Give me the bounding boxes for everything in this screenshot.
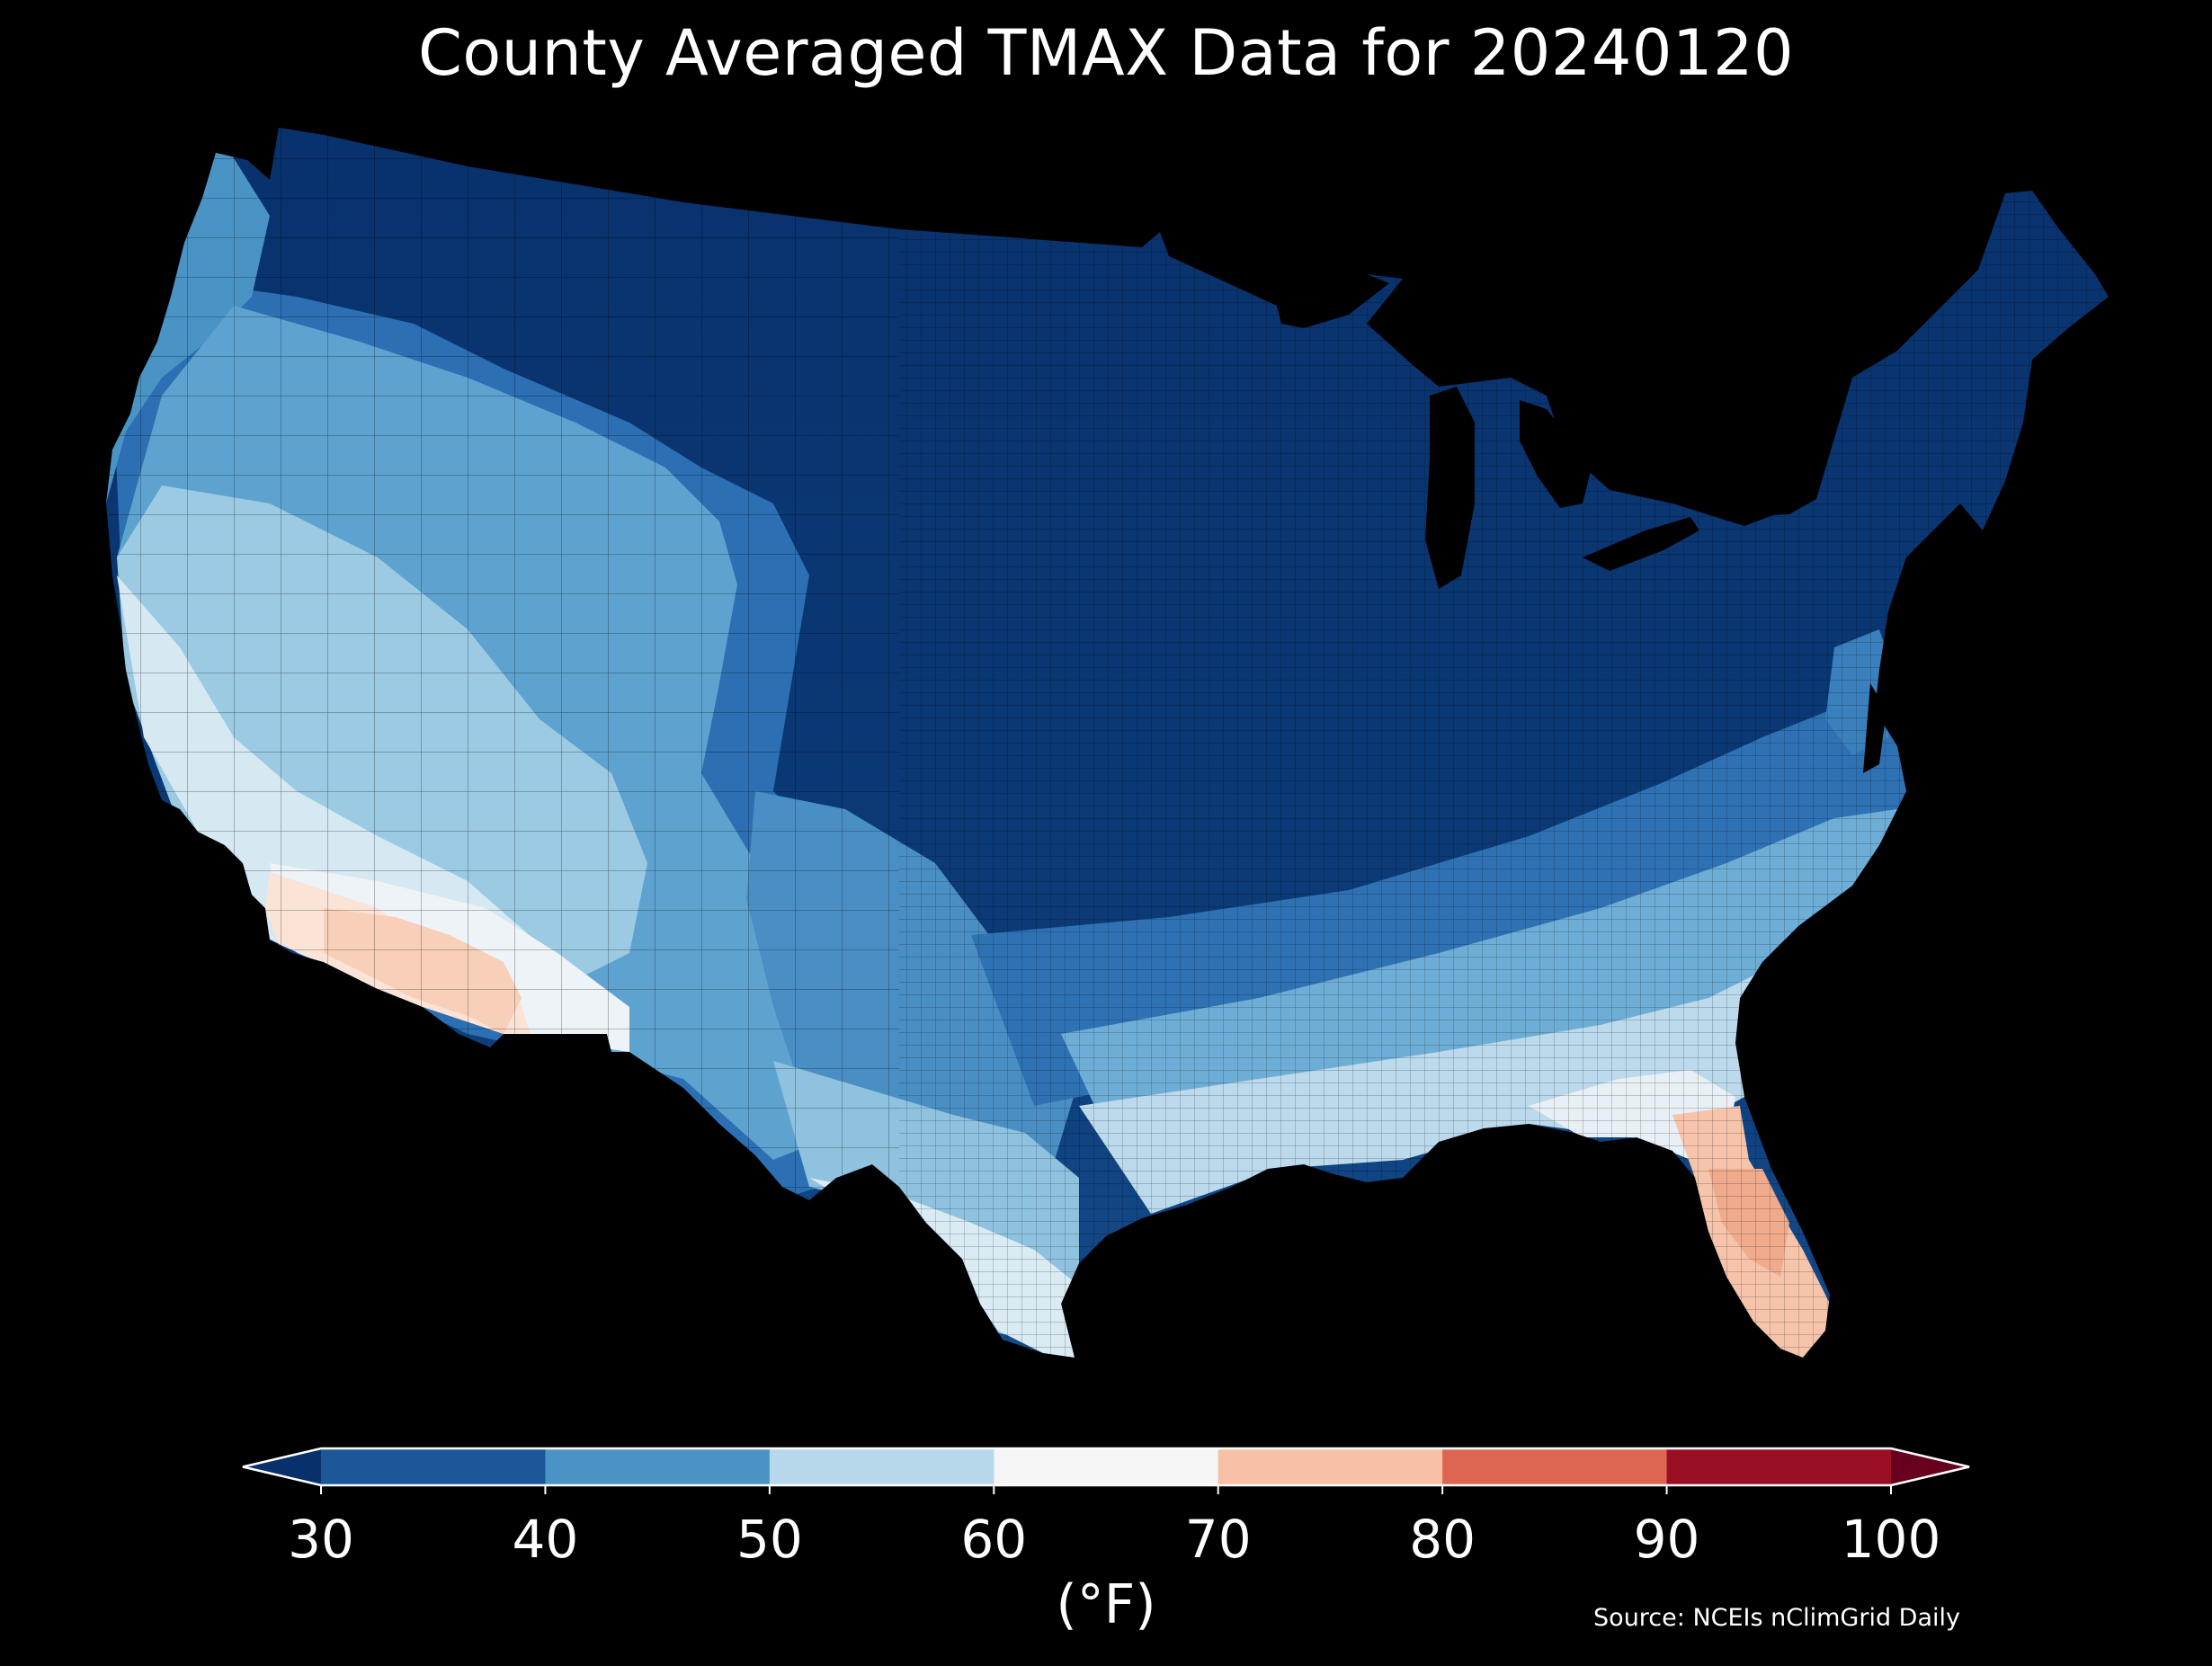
colorbar-unit-label: (°F) [1056,1573,1156,1636]
colorbar-tick-label: 50 [736,1509,803,1570]
colorbar-tick-label: 90 [1633,1509,1700,1570]
colorbar-tick-label: 70 [1184,1509,1252,1570]
colorbar-tick-label: 60 [960,1509,1028,1570]
source-note: Source: NCEIs nClimGrid Daily [1593,1604,1960,1632]
colorbar-tick-label: 40 [512,1509,579,1570]
colorbar-tick-label: 80 [1409,1509,1476,1570]
chesapeake-bay [1863,683,1886,773]
page-title: County Averaged TMAX Data for 20240120 [417,16,1795,90]
lake-erie [1583,517,1699,571]
colorbar-bin [1442,1448,1668,1485]
colorbar-bin [1666,1448,1892,1485]
colorbar-bin [321,1448,546,1485]
colorbar-bin [1217,1448,1443,1485]
colorbar-tick-label: 30 [288,1509,354,1570]
lake-michigan [1425,387,1475,589]
colorbar-bin [545,1448,771,1485]
colorbar-tick-label: 100 [1841,1509,1941,1570]
colorbar-over-arrow [1891,1448,1969,1485]
colorbar-under-arrow [243,1448,321,1485]
colorbar-bin [994,1448,1219,1485]
lake-superior [1277,274,1389,328]
colorbar-bin [769,1448,995,1485]
lake-ontario [1717,490,1816,517]
lake-huron [1520,400,1592,508]
